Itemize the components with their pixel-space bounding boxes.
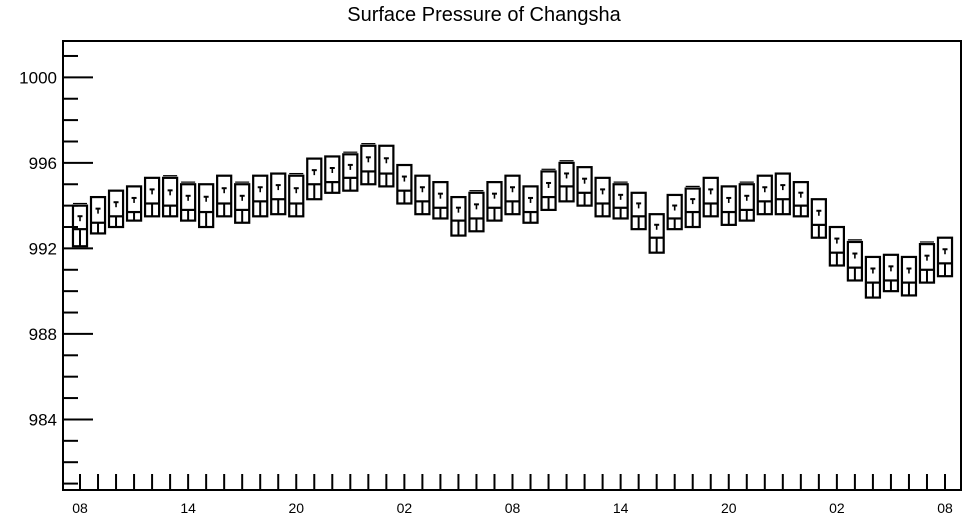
box-item: [648, 213, 665, 254]
box-item: [900, 255, 918, 297]
x-tick-label: 20: [721, 500, 737, 516]
box-item: [378, 144, 395, 188]
box-item: [306, 157, 323, 201]
plot-frame: [62, 40, 962, 491]
box-item: [216, 174, 233, 218]
box-item: [270, 172, 287, 216]
box-item: [774, 172, 791, 216]
box-item: [125, 185, 143, 222]
box-item: [89, 195, 107, 235]
box-item: [234, 181, 251, 224]
y-tick-label: 992: [29, 239, 57, 258]
y-tick-label: 1000: [19, 68, 57, 87]
box-item: [918, 241, 936, 284]
box-item: [161, 175, 179, 218]
box-item: [576, 166, 593, 207]
box-item: [738, 181, 755, 222]
x-tick-label: 08: [505, 500, 521, 516]
box-item: [468, 190, 485, 233]
x-tick-label: 08: [72, 500, 88, 516]
box-item: [594, 176, 611, 218]
box-item: [756, 174, 773, 216]
box-item: [630, 191, 647, 231]
box-item: [720, 185, 737, 226]
x-tick-label: 02: [397, 500, 413, 516]
box-body: [432, 181, 449, 220]
y-tick-label: 996: [29, 154, 57, 173]
y-tick-label: 984: [29, 410, 57, 429]
box-item: [810, 198, 827, 239]
axis-ticks: [63, 54, 946, 490]
y-tick-label: 988: [29, 325, 57, 344]
box-item: [504, 174, 521, 216]
box-item: [792, 181, 809, 218]
box-body: [810, 198, 827, 239]
chart-title: Surface Pressure of Changsha: [347, 4, 621, 26]
box-item: [396, 163, 413, 205]
x-tick-label: 20: [288, 500, 304, 516]
box-item: [522, 185, 539, 224]
box-item: [540, 168, 557, 212]
x-tick-label: 08: [937, 500, 953, 516]
x-tick-label: 02: [829, 500, 845, 516]
x-tick-label: 14: [613, 500, 629, 516]
box-item: [71, 202, 89, 248]
box-item: [107, 189, 125, 229]
x-tick-label: 14: [180, 500, 196, 516]
box-item: [846, 239, 864, 282]
box-item: [342, 151, 359, 192]
box-item: [828, 225, 846, 267]
box-item: [324, 155, 341, 194]
box-item: [864, 255, 882, 299]
box-item: [143, 176, 161, 218]
tick-labels: 984 988 992 996 1000 08 14 20 02 08 14 20 02 08: [19, 68, 953, 516]
box-item: [179, 181, 197, 222]
box-item: [702, 176, 719, 218]
box-item: [198, 183, 215, 229]
box-item: [252, 174, 269, 218]
box-item: [450, 195, 467, 237]
box-item: [360, 143, 377, 186]
box-body: [900, 255, 918, 297]
box-item: [558, 160, 575, 203]
box-item: [684, 185, 701, 229]
box-item: [414, 174, 431, 216]
box-series: [71, 143, 954, 299]
box-item: [936, 236, 954, 278]
box-item: [882, 253, 900, 293]
box-item: [486, 181, 503, 222]
box-item: [288, 172, 305, 218]
box-item: [666, 193, 683, 231]
box-item: [432, 181, 449, 220]
box-item: [612, 181, 629, 220]
